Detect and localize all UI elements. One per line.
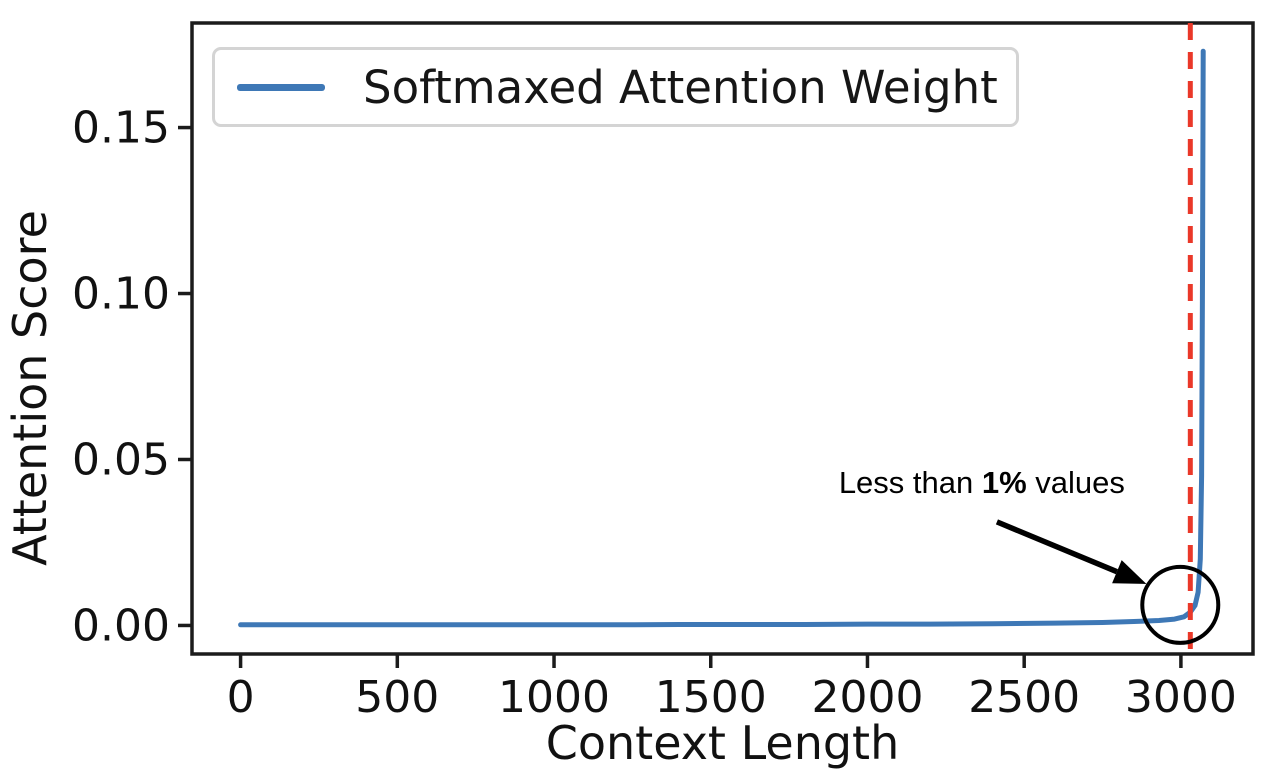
y-tick-label: 0.10 <box>72 269 170 320</box>
x-tick-label: 3000 <box>1125 672 1237 723</box>
x-tick-label: 1500 <box>655 672 767 723</box>
x-axis-label: Context Length <box>545 716 900 770</box>
y-axis-label: Attention Score <box>3 210 57 566</box>
plot-border <box>190 21 1255 656</box>
y-tick-label: 0.05 <box>72 434 170 485</box>
attention-curve <box>238 48 1206 628</box>
annotation-text-before: Less than <box>838 464 982 500</box>
annotation-arrow-shaft <box>995 519 1118 575</box>
annotation-text: Less than 1% values <box>839 465 1125 501</box>
annotation-arrow-head <box>1112 560 1147 584</box>
legend: Softmaxed Attention Weight <box>212 47 1019 127</box>
annotation-text-after: values <box>1026 464 1125 500</box>
x-tick-label: 2000 <box>811 672 923 723</box>
annotation-text-bold: 1% <box>981 464 1027 500</box>
x-tick-label: 0 <box>227 672 255 723</box>
x-tick-label: 500 <box>355 672 439 723</box>
legend-label: Softmaxed Attention Weight <box>363 60 998 114</box>
y-tick-label: 0.15 <box>72 103 170 154</box>
x-tick-label: 1000 <box>498 672 610 723</box>
x-tick-label: 2500 <box>968 672 1080 723</box>
y-tick-label: 0.00 <box>72 600 170 651</box>
annotation-circle <box>1140 564 1221 645</box>
legend-line-swatch <box>237 83 325 91</box>
